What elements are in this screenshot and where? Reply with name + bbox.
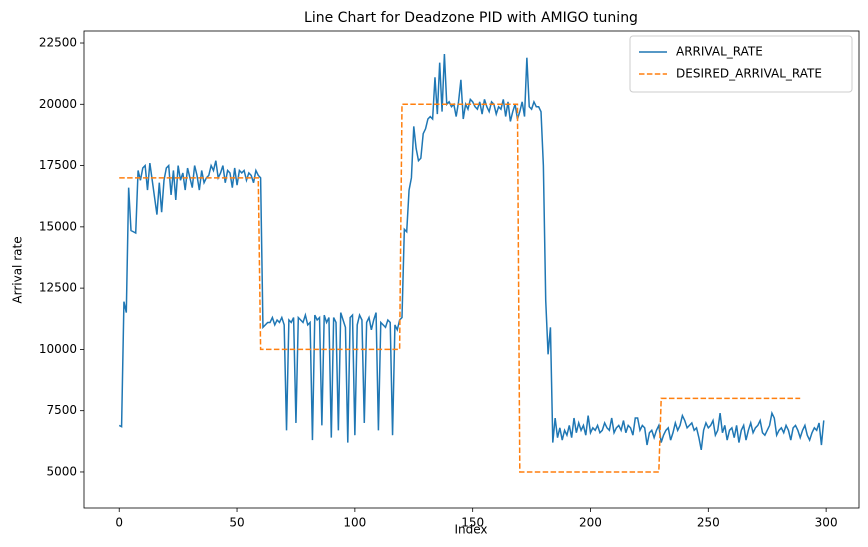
- x-tick-label: 0: [115, 516, 123, 530]
- y-tick-label: 10000: [39, 342, 77, 356]
- y-tick-label: 22500: [39, 36, 77, 50]
- x-tick-label: 200: [579, 516, 602, 530]
- series-line: [118, 54, 825, 451]
- x-axis-label: Index: [454, 523, 487, 537]
- x-tick-label: 250: [697, 516, 720, 530]
- y-tick-label: 15000: [39, 219, 77, 233]
- x-tick-label: 150: [461, 516, 484, 530]
- chart-title: Line Chart for Deadzone PID with AMIGO t…: [304, 10, 638, 26]
- legend-box: [629, 35, 853, 93]
- y-tick-label: 7500: [46, 403, 77, 417]
- legend-label: DESIRED_ARRIVAL_RATE: [676, 67, 822, 81]
- series-line: [119, 103, 801, 473]
- plot-frame: [83, 30, 860, 509]
- x-tick-label: 300: [815, 516, 838, 530]
- y-tick-label: 12500: [39, 281, 77, 295]
- y-axis-label: Arrival rate: [11, 236, 25, 303]
- y-tick-label: 5000: [46, 464, 77, 478]
- x-tick-label: 100: [343, 516, 366, 530]
- x-tick-label: 50: [229, 516, 244, 530]
- y-tick-label: 20000: [39, 97, 77, 111]
- y-tick-label: 17500: [39, 158, 77, 172]
- legend-label: ARRIVAL_RATE: [676, 45, 763, 59]
